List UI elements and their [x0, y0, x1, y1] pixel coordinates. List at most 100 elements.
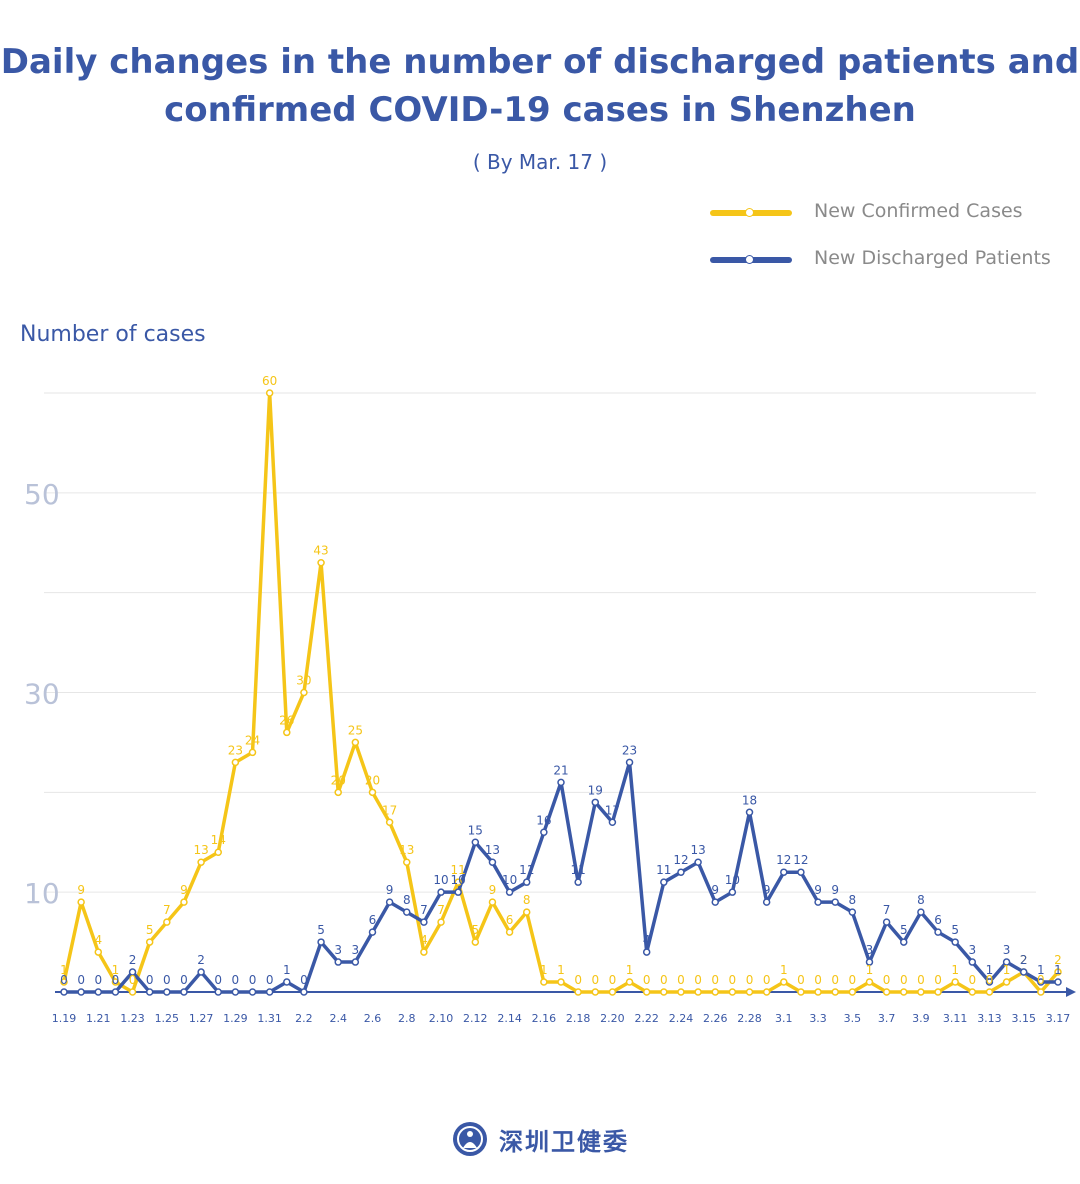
data-label: 0	[214, 973, 222, 987]
data-label: 1	[780, 963, 788, 977]
x-tick-label: 3.11	[943, 1012, 968, 1025]
data-label: 4	[643, 933, 651, 947]
x-tick-label: 3.5	[844, 1012, 862, 1025]
x-axis-arrow	[1066, 987, 1076, 997]
legend-marker-confirmed	[745, 208, 754, 217]
data-label: 10	[451, 873, 466, 887]
data-label: 9	[77, 883, 85, 897]
data-label: 9	[180, 883, 188, 897]
data-label: 9	[814, 883, 822, 897]
data-point	[437, 888, 445, 896]
data-label: 5	[900, 923, 908, 937]
data-label: 8	[403, 893, 411, 907]
x-tick-label: 3.17	[1046, 1012, 1071, 1025]
data-label: 0	[180, 973, 188, 987]
data-point	[951, 978, 959, 986]
data-label: 60	[262, 374, 277, 388]
data-point	[197, 858, 205, 866]
data-point	[454, 888, 462, 896]
data-point	[917, 988, 925, 996]
x-tick-label: 3.7	[878, 1012, 896, 1025]
data-point	[591, 798, 600, 807]
data-label: 0	[763, 973, 771, 987]
data-point	[283, 978, 291, 986]
data-point	[985, 988, 994, 996]
data-label: 18	[742, 793, 757, 807]
data-point	[574, 878, 582, 886]
data-point	[471, 938, 480, 946]
footer: 深圳卫健委	[0, 1120, 1080, 1162]
data-label: 13	[193, 843, 208, 857]
data-point	[488, 858, 497, 866]
data-label: 0	[266, 973, 274, 987]
data-label: 3	[1003, 943, 1011, 957]
data-label: 0	[729, 973, 737, 987]
data-point	[917, 908, 925, 916]
data-label: 10	[502, 873, 517, 887]
data-point	[385, 898, 394, 906]
data-label: 1	[283, 963, 291, 977]
x-tick-label: 1.27	[189, 1012, 214, 1025]
data-point	[471, 838, 480, 846]
data-label: 1	[1037, 963, 1045, 977]
data-label: 0	[94, 973, 102, 987]
chart-subtitle: ( By Mar. 17 )	[472, 150, 608, 174]
data-label: 7	[883, 903, 891, 917]
data-label: 2	[1020, 953, 1028, 967]
data-label: 11	[656, 863, 671, 877]
data-label: 0	[609, 973, 617, 987]
data-label: 7	[437, 903, 445, 917]
data-label: 1	[1054, 963, 1062, 977]
data-point	[77, 898, 85, 906]
data-label: 1	[951, 963, 959, 977]
data-point	[454, 878, 462, 886]
health-commission-logo-icon	[453, 1122, 487, 1156]
data-point	[248, 988, 257, 996]
data-label: 0	[249, 973, 257, 987]
x-tick-label: 1.29	[223, 1012, 248, 1025]
x-tick-label: 2.8	[398, 1012, 416, 1025]
data-point	[711, 898, 719, 906]
data-point	[1054, 978, 1062, 986]
data-label: 2	[197, 953, 205, 967]
data-point	[351, 738, 360, 747]
data-label: 17	[605, 803, 620, 817]
data-point	[163, 918, 171, 926]
data-point	[814, 898, 822, 906]
data-point	[882, 918, 891, 926]
data-label: 16	[536, 813, 551, 827]
data-label: 1	[60, 963, 68, 977]
data-label: 0	[660, 973, 668, 987]
data-point	[403, 908, 411, 916]
data-label: 15	[468, 823, 483, 837]
data-label: 0	[232, 973, 240, 987]
data-label: 5	[471, 923, 479, 937]
data-point	[728, 888, 737, 896]
footer-logo-text: 深圳卫健委	[499, 1127, 629, 1156]
data-label: 3	[334, 943, 342, 957]
x-tick-label: 1.19	[52, 1012, 77, 1025]
data-label: 0	[163, 973, 171, 987]
x-tick-label: 2.16	[532, 1012, 557, 1025]
data-point	[557, 978, 565, 986]
data-point	[505, 888, 514, 896]
y-axis-label: Number of cases	[20, 322, 206, 347]
data-label: 0	[1037, 973, 1045, 987]
data-label: 0	[797, 973, 805, 987]
data-point	[145, 938, 154, 946]
chart-title-line-2: confirmed COVID-19 cases in Shenzhen	[164, 90, 916, 130]
legend-label-discharged: New Discharged Patients	[814, 247, 1051, 269]
data-label: 20	[331, 773, 346, 787]
x-tick-label: 2.18	[566, 1012, 591, 1025]
data-label: 7	[163, 903, 171, 917]
x-tick-label: 3.9	[912, 1012, 930, 1025]
data-point	[265, 389, 274, 397]
data-point	[900, 938, 908, 946]
data-label: 0	[986, 973, 994, 987]
data-label: 23	[228, 743, 243, 757]
data-point	[865, 978, 874, 986]
x-tick-label: 1.31	[257, 1012, 282, 1025]
x-tick-label: 2.2	[295, 1012, 313, 1025]
data-label: 13	[485, 843, 500, 857]
